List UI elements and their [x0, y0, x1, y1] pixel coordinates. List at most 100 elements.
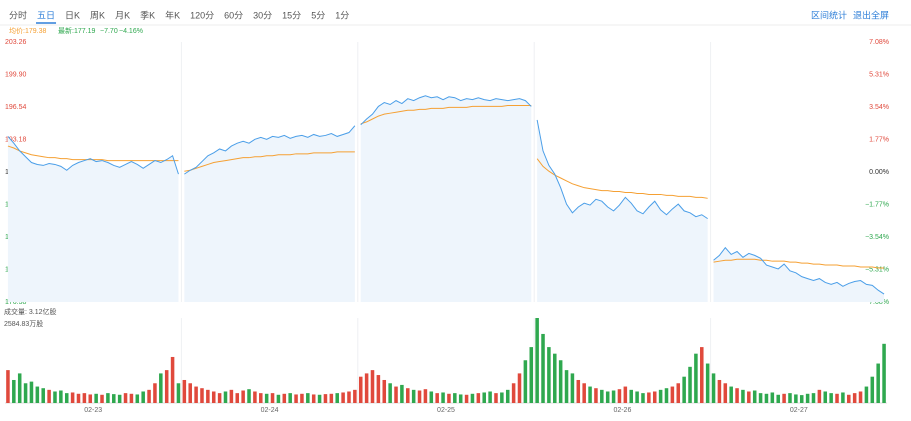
volume-bar — [458, 394, 463, 403]
volume-bar — [829, 393, 833, 403]
volume-title: 成交量: 3.12亿股 — [4, 307, 57, 316]
volume-bar — [70, 392, 75, 403]
volume-bar — [241, 390, 245, 403]
y2-tick-label: 7.08% — [869, 39, 889, 46]
y-tick-label: 199.90 — [5, 71, 27, 78]
volume-bar — [776, 394, 780, 403]
volume-bar — [358, 376, 363, 403]
x-tick-label: 02-23 — [84, 407, 102, 414]
tab[interactable]: 60分 — [224, 10, 243, 20]
volume-bar — [206, 389, 210, 403]
volume-bar — [464, 394, 469, 403]
volume-bar — [176, 383, 181, 403]
price-line — [713, 246, 885, 295]
tab[interactable]: 分时 — [9, 9, 27, 20]
x-tick-label: 02-24 — [261, 407, 279, 414]
legend-avg: 均价:179.38 — [9, 26, 46, 35]
volume-bar — [441, 392, 445, 403]
volume-bar — [558, 360, 563, 403]
tab[interactable]: 30分 — [253, 10, 272, 20]
y-tick-label: 176.38 — [5, 299, 27, 306]
y2-tick-label: −3.54% — [865, 234, 889, 241]
volume-bar — [794, 394, 798, 403]
tab[interactable]: 1分 — [335, 10, 349, 20]
price-area — [184, 125, 355, 302]
x-tick-label: 02-27 — [790, 407, 808, 414]
volume-bar — [35, 386, 40, 403]
volume-bar — [64, 393, 69, 403]
volume-bar — [23, 383, 28, 403]
price-area — [537, 119, 708, 303]
volume-bar — [623, 386, 628, 403]
volume-max-label: 2584.83万股 — [4, 320, 43, 328]
price-area — [360, 95, 532, 303]
tab[interactable]: 年K — [165, 9, 180, 20]
volume-bar — [729, 386, 733, 403]
y2-tick-label: −1.77% — [865, 201, 889, 208]
volume-bar — [835, 393, 839, 403]
volume-bar — [629, 389, 633, 403]
button[interactable]: 退出全屏 — [853, 9, 889, 20]
volume-bar — [817, 389, 822, 403]
volume-bar — [741, 389, 745, 403]
y2-tick-label: −5.31% — [865, 266, 889, 273]
volume-bar — [364, 373, 369, 403]
volume-bar — [529, 347, 534, 403]
tab[interactable]: 五日 — [37, 10, 55, 20]
volume-bar — [329, 393, 334, 403]
volume-bar — [870, 376, 875, 403]
volume-bar — [147, 389, 151, 403]
volume-bar — [300, 393, 304, 403]
volume-bar — [270, 393, 275, 403]
tab[interactable]: 5分 — [311, 10, 325, 20]
volume-bar — [311, 394, 316, 403]
volume-bar — [882, 343, 886, 403]
volume-bar — [59, 390, 63, 403]
volume-bar — [341, 392, 345, 403]
volume-bar — [264, 393, 269, 403]
volume-bar — [764, 393, 769, 403]
price-line — [536, 119, 708, 220]
volume-bar — [29, 381, 34, 403]
tab[interactable]: 周K — [90, 10, 105, 20]
volume-bar — [117, 394, 122, 403]
volume-bar — [723, 383, 728, 403]
volume-bar — [811, 393, 816, 403]
volume-bar — [682, 376, 686, 403]
volume-bar — [517, 373, 522, 403]
volume-bar — [594, 388, 598, 403]
volume-bar — [500, 392, 504, 403]
legend-change-pct: −4.16% — [119, 28, 143, 35]
volume-bar — [470, 393, 475, 403]
volume-bar — [323, 394, 328, 403]
tab[interactable]: 120分 — [190, 10, 214, 20]
volume-bar — [864, 386, 869, 403]
volume-bar — [235, 393, 240, 403]
legend-latest: 最新:177.19 — [58, 26, 95, 35]
tab[interactable]: 季K — [140, 9, 155, 20]
y-tick-label: 193.18 — [5, 136, 27, 143]
volume-bar — [876, 363, 880, 403]
volume-bar — [547, 347, 551, 403]
y2-tick-label: 3.54% — [869, 104, 889, 111]
volume-bar — [164, 370, 169, 403]
volume-bar — [535, 318, 539, 403]
volume-bar — [382, 379, 387, 403]
volume-bar — [676, 383, 681, 403]
volume-bar — [852, 393, 857, 403]
tab[interactable]: 日K — [65, 10, 80, 20]
volume-bar — [511, 383, 516, 403]
volume-bar — [129, 393, 134, 403]
volume-bar — [353, 389, 357, 403]
tab[interactable]: 15分 — [282, 10, 301, 20]
button[interactable]: 区间统计 — [811, 9, 847, 20]
volume-bar — [223, 391, 228, 403]
volume-bar — [588, 386, 592, 403]
volume-bar — [282, 393, 287, 403]
volume-bar — [317, 394, 322, 403]
volume-bar — [782, 393, 786, 403]
price-line — [7, 136, 179, 175]
tab[interactable]: 月K — [115, 10, 130, 20]
volume-bar — [94, 393, 98, 403]
volume-bar — [394, 386, 398, 403]
